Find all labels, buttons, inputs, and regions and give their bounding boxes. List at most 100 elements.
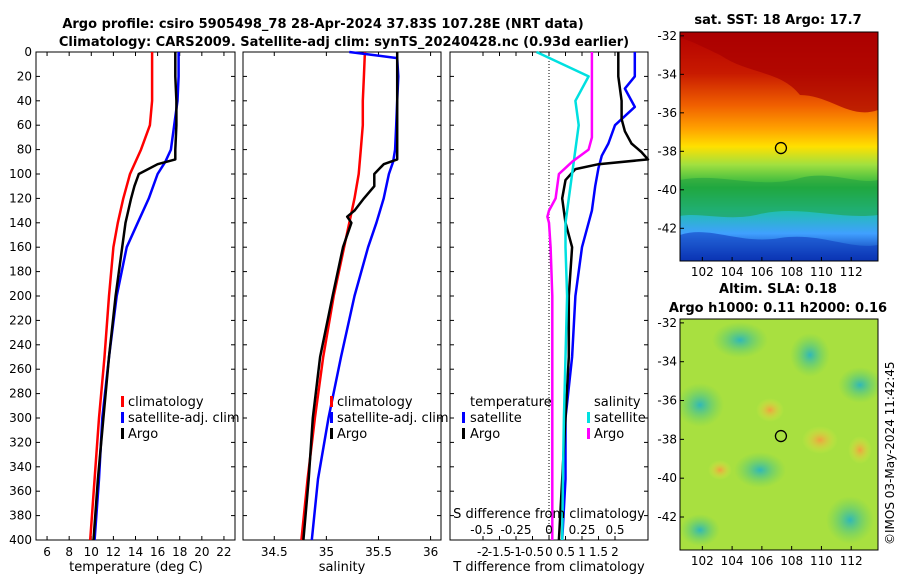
legend-t-argo: Argo — [470, 427, 500, 442]
sst-warm-region — [680, 32, 878, 113]
map-x-tick-label: 108 — [780, 554, 803, 568]
map-x-tick-label: 104 — [721, 554, 744, 568]
difference-xlabel: T difference from climatology — [452, 560, 645, 575]
legend-swatch-s-satellite — [587, 412, 590, 423]
legend-swatch-climatology — [330, 396, 333, 407]
sla-eddy — [712, 322, 768, 358]
y-tick-label: 180 — [9, 265, 32, 279]
x-tick-label: -1.5 — [488, 545, 511, 559]
map-y-tick-label: -38 — [657, 432, 677, 446]
map-y-tick-label: -42 — [657, 510, 677, 524]
map-y-tick-label: -36 — [657, 394, 677, 408]
salinity-legend: climatology satellite-adj. clim Argo — [330, 395, 449, 442]
y-tick-label: 140 — [9, 216, 32, 230]
difference-legend: temperature satellite Argo salinity sate… — [462, 395, 646, 442]
salinity-axes-box — [242, 51, 442, 541]
series-line-satellite-adj-clim — [310, 50, 400, 541]
x-tick-label: 0 — [545, 545, 553, 559]
x-tick-label: 35.5 — [365, 545, 392, 559]
series-line-salinity-argo — [546, 52, 594, 540]
series-line-climatology — [88, 52, 154, 541]
legend-swatch-satellite — [121, 412, 124, 423]
y-tick-label: 120 — [9, 191, 32, 205]
difference-panel: -2-1.5-1-0.5 0 0.5 1 1.5 2 T difference from … — [449, 50, 650, 575]
sla-map-title1: Altim. SLA: 0.18 — [719, 282, 837, 297]
legend-s-satellite: satellite — [594, 411, 646, 426]
temperature-xlabel: temperature (deg C) — [69, 560, 203, 575]
sla-eddy — [680, 514, 720, 546]
temperature-legend-satellite: satellite-adj. clim — [128, 411, 240, 426]
x-tick-label: 18 — [172, 545, 187, 559]
map-y-tick-label: -40 — [657, 471, 677, 485]
legend-swatch-t-satellite — [462, 412, 465, 423]
map-y-tick-label: -34 — [657, 67, 677, 81]
legend-t-satellite: satellite — [470, 411, 522, 426]
x-tick-label: 8 — [65, 545, 73, 559]
x-tick-label: 2 — [611, 545, 619, 559]
temperature-axes-box — [35, 51, 236, 541]
sst-map-panel: sat. SST: 18 Argo: 17.7 102 104 106 108 110 1… — [657, 13, 879, 279]
y-tick-label: 320 — [9, 435, 32, 449]
sst-axes-box — [679, 31, 879, 262]
map-y-tick-label: -32 — [657, 29, 677, 43]
legend-salinity-heading: salinity — [594, 395, 641, 410]
x-tick-label: 1 — [578, 545, 586, 559]
s-tick: -0.25 — [500, 523, 531, 537]
map-y-tick-label: -36 — [657, 106, 677, 120]
y-tick-label: 60 — [17, 118, 32, 132]
series-line-argo — [92, 52, 178, 541]
x-tick-label: 16 — [150, 545, 165, 559]
y-tick-label: 100 — [9, 167, 32, 181]
y-tick-label: 300 — [9, 411, 32, 425]
x-tick-label: 36 — [423, 545, 438, 559]
temperature-legend-climatology: climatology — [128, 395, 204, 410]
salinity-xlabel: salinity — [319, 560, 366, 575]
sla-high — [756, 398, 784, 422]
sla-axes-box — [679, 318, 879, 551]
y-tick-label: 380 — [9, 509, 32, 523]
x-tick-label: 22 — [216, 545, 231, 559]
map-x-tick-label: 110 — [810, 265, 833, 279]
title-line1: Argo profile: csiro 5905498_78 28-Apr-20… — [62, 17, 583, 32]
temperature-legend: climatology satellite-adj. clim Argo — [121, 395, 240, 442]
legend-swatch-climatology — [121, 396, 124, 407]
sla-map-panel: Altim. SLA: 0.18 Argo h1000: 0.11 h2000:… — [657, 282, 887, 568]
salinity-panel: 34.5 35 35.5 36 salinity climatology satell… — [242, 50, 449, 575]
y-tick-label: 400 — [9, 533, 32, 547]
x-tick-label: 20 — [194, 545, 209, 559]
x-tick-label: -1 — [510, 545, 522, 559]
sst-map-title: sat. SST: 18 Argo: 17.7 — [694, 13, 861, 28]
series-line-salinity-satellite — [535, 50, 590, 541]
y-tick-label: 40 — [17, 94, 32, 108]
sla-eddy — [734, 452, 786, 488]
sst-front — [680, 175, 878, 218]
series-line-temperature-argo — [557, 52, 650, 541]
y-tick-label: 200 — [9, 289, 32, 303]
s-tick: -0.5 — [470, 523, 493, 537]
argo-position-marker — [774, 429, 788, 443]
map-x-tick-label: 108 — [780, 265, 803, 279]
map-x-tick-label: 112 — [840, 554, 863, 568]
salinity-legend-satellite: satellite-adj. clim — [337, 411, 449, 426]
legend-s-argo: Argo — [594, 427, 624, 442]
y-tick-label: 280 — [9, 387, 32, 401]
series-line-argo — [302, 52, 399, 541]
sla-heatmap — [680, 319, 878, 550]
map-y-tick-label: -42 — [657, 221, 677, 235]
x-tick-label: 0.5 — [556, 545, 575, 559]
sla-map-title2: Argo h1000: 0.11 h2000: 0.16 — [669, 301, 887, 316]
s-axis-ticks: -0.5 -0.25 0 0.25 0.5 — [470, 523, 624, 537]
sla-high — [848, 436, 872, 464]
legend-temperature-heading: temperature — [470, 395, 552, 410]
legend-swatch-t-argo — [462, 428, 465, 439]
sla-high — [708, 460, 732, 480]
y-tick-label: 20 — [17, 69, 32, 83]
y-tick-label: 0 — [24, 45, 32, 59]
map-x-tick-label: 112 — [840, 265, 863, 279]
salinity-legend-argo: Argo — [337, 427, 367, 442]
x-tick-label: -0.5 — [521, 545, 544, 559]
legend-swatch-argo — [330, 428, 333, 439]
temperature-legend-argo: Argo — [128, 427, 158, 442]
map-y-tick-label: -38 — [657, 144, 677, 158]
